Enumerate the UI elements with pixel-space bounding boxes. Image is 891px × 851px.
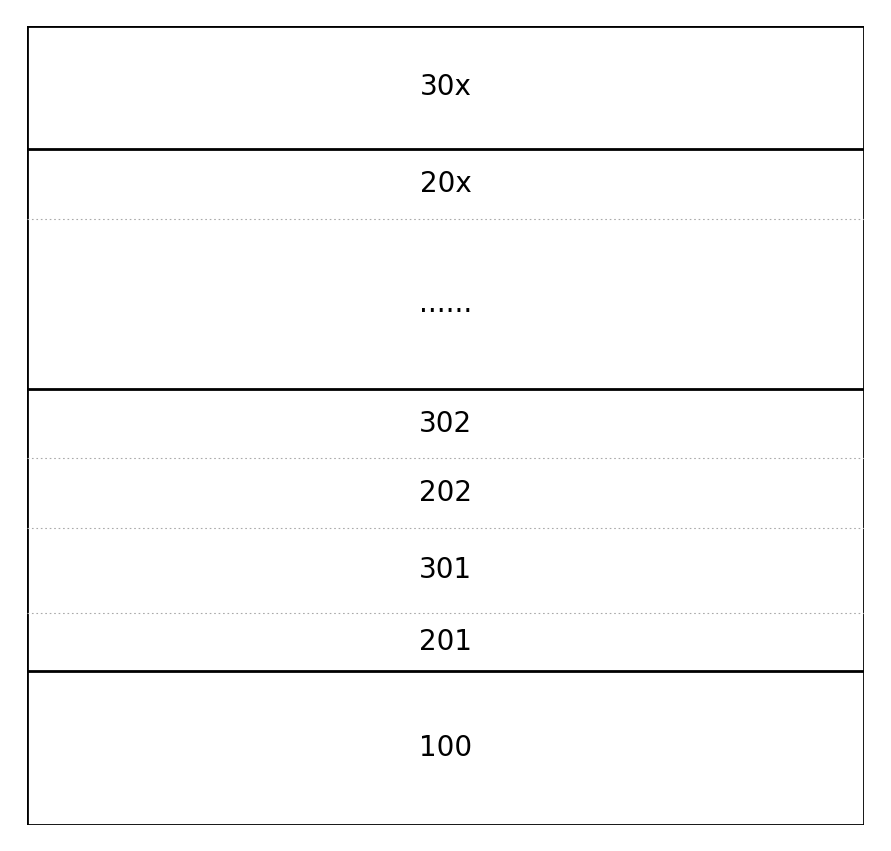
Text: 20x: 20x bbox=[420, 170, 471, 198]
Text: 30x: 30x bbox=[420, 73, 471, 101]
Text: 301: 301 bbox=[419, 557, 472, 585]
Text: ......: ...... bbox=[419, 290, 472, 317]
Text: 100: 100 bbox=[419, 734, 472, 762]
Text: 201: 201 bbox=[419, 628, 472, 656]
Text: 302: 302 bbox=[419, 409, 472, 437]
Text: 202: 202 bbox=[419, 479, 472, 507]
